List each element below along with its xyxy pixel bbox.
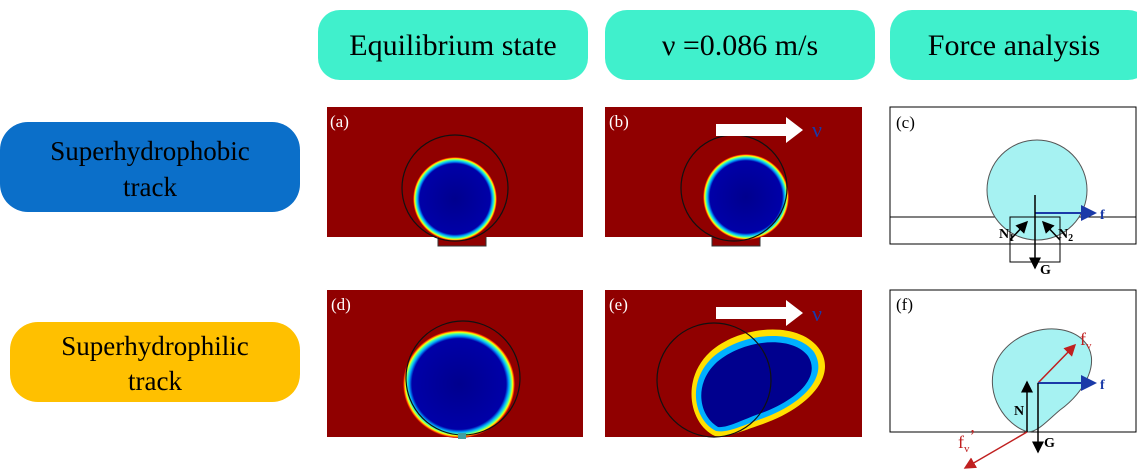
panel-c: f N1 N2 G (c)	[890, 107, 1136, 278]
panel-label: (e)	[609, 295, 628, 314]
panel-a: (a)	[327, 107, 583, 246]
velocity-label: ν	[812, 301, 822, 326]
panel-label: (d)	[331, 295, 351, 314]
panel-label: (b)	[609, 112, 629, 131]
force-label: f	[1100, 208, 1105, 223]
droplet	[703, 154, 789, 240]
subscript: v	[1086, 340, 1092, 352]
panel-d: (d)	[327, 290, 583, 439]
velocity-label: ν	[812, 117, 822, 142]
subscript: 1	[1009, 233, 1014, 244]
row-label: Superhydrophobic	[50, 136, 249, 166]
droplet	[403, 330, 515, 438]
panel-label: (c)	[896, 113, 915, 132]
contact	[458, 433, 466, 439]
force-label: f	[1100, 378, 1105, 393]
force-label: N	[999, 227, 1009, 242]
header: Equilibrium state	[349, 29, 556, 62]
droplet	[987, 140, 1087, 240]
subscript: 2	[1068, 233, 1073, 244]
force-label: N	[1014, 404, 1024, 419]
figure: Equilibrium state ν =0.086 m/s Force ana…	[0, 0, 1137, 470]
header: ν =0.086 m/s	[662, 29, 818, 62]
force-label: G	[1044, 436, 1055, 451]
row-label: track	[128, 366, 182, 396]
force-label: G	[1040, 263, 1051, 278]
column-headers: Equilibrium state ν =0.086 m/s Force ana…	[318, 10, 1137, 80]
row-label: Superhydrophilic	[61, 331, 248, 361]
panel-b: ν (b)	[605, 107, 862, 246]
row-label: track	[123, 172, 177, 202]
header: Force analysis	[928, 29, 1100, 62]
panel-label: (a)	[330, 112, 349, 131]
superscript: ’	[970, 426, 976, 446]
panel-label: (f)	[896, 295, 913, 314]
droplet	[413, 157, 497, 241]
force-label: N	[1058, 227, 1068, 242]
panel-e: ν (e)	[605, 290, 862, 437]
panel-f: fv fv’ f N G (f)	[890, 290, 1136, 468]
